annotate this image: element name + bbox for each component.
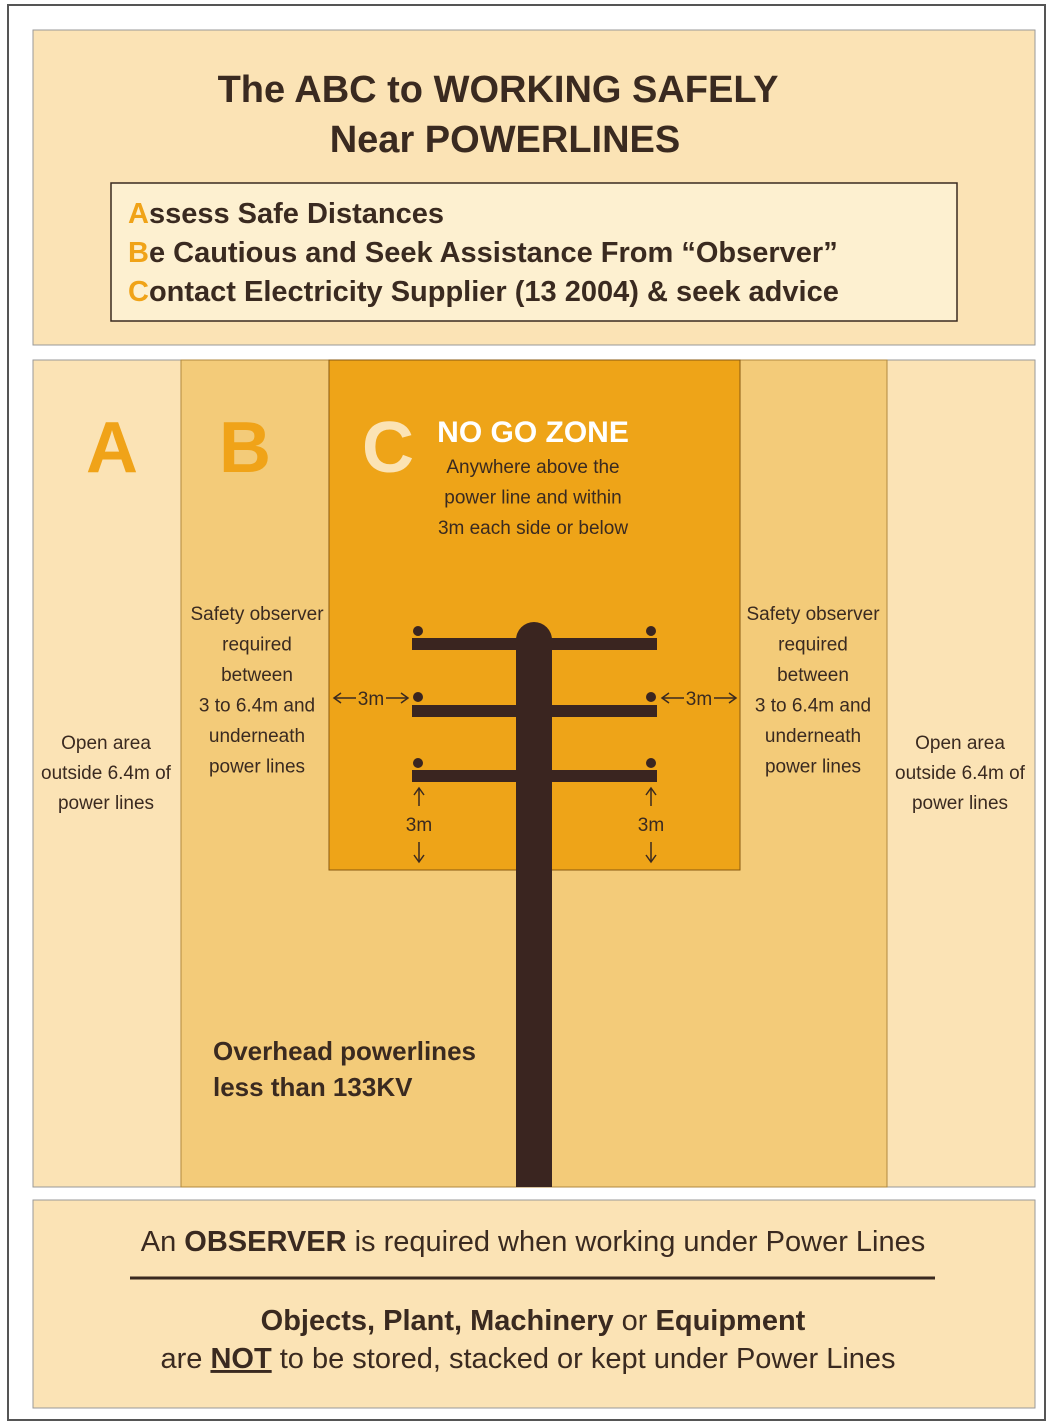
emphasis: OBSERVER xyxy=(184,1226,346,1258)
pole-label: less than 133KV xyxy=(213,1072,413,1102)
pole-label: Overhead powerlines xyxy=(213,1036,476,1066)
zone-description: power lines xyxy=(209,757,305,778)
zone-description: required xyxy=(222,635,292,656)
step-letter: B xyxy=(128,237,149,269)
step: Be Cautious and Seek Assistance From “Ob… xyxy=(128,237,838,269)
zone-letter: A xyxy=(86,408,138,488)
emphasis: Equipment xyxy=(656,1305,806,1337)
zone-description: underneath xyxy=(209,726,305,747)
zone-description: outside 6.4m of xyxy=(895,763,1026,784)
zone-description: Anywhere above the xyxy=(446,457,619,478)
zone-description: power line and within xyxy=(444,488,621,509)
clearance-label: 3m xyxy=(686,689,712,710)
text: or xyxy=(622,1305,648,1337)
clearance-label: 3m xyxy=(638,815,664,836)
footer-line: An OBSERVER is required when working und… xyxy=(141,1226,925,1258)
title: Near POWERLINES xyxy=(330,119,681,161)
text: An xyxy=(141,1226,176,1258)
zone-description: 3m each side or below xyxy=(438,518,628,539)
zone-description: power lines xyxy=(765,757,861,778)
pole xyxy=(516,640,552,1187)
zone-description: required xyxy=(778,635,848,656)
step-text: ssess Safe Distances xyxy=(149,198,444,230)
zone-description: Safety observer xyxy=(746,604,880,625)
clearance-label: 3m xyxy=(406,815,432,836)
zone-description: Open area xyxy=(915,733,1005,754)
poster: The ABC to WORKING SAFELY Near POWERLINE… xyxy=(0,0,1053,1425)
no-go-title: NO GO ZONE xyxy=(437,416,629,449)
step-text: ontact Electricity Supplier (13 2004) & … xyxy=(149,276,839,308)
zone-description: power lines xyxy=(58,793,154,814)
zone-description: 3 to 6.4m and xyxy=(755,696,871,717)
zone-description: underneath xyxy=(765,726,861,747)
zone-letter: B xyxy=(219,408,271,488)
clearance-label: 3m xyxy=(358,689,384,710)
step-text: e Cautious and Seek Assistance From “Obs… xyxy=(149,237,838,269)
zone-description: between xyxy=(777,665,849,686)
step: Contact Electricity Supplier (13 2004) &… xyxy=(128,276,839,308)
zone-description: Safety observer xyxy=(190,604,324,625)
emphasis: NOT xyxy=(210,1343,272,1375)
zone-description: between xyxy=(221,665,293,686)
text: to be stored, stacked or kept under Powe… xyxy=(280,1343,896,1375)
step-letter: A xyxy=(128,198,149,230)
zone-letter: C xyxy=(362,408,414,488)
footer-line: are NOT to be stored, stacked or kept un… xyxy=(160,1343,895,1375)
zone-description: 3 to 6.4m and xyxy=(199,696,315,717)
zone-description: outside 6.4m of xyxy=(41,763,172,784)
zone-description: power lines xyxy=(912,793,1008,814)
title: The ABC to WORKING SAFELY xyxy=(218,69,779,111)
step: Assess Safe Distances xyxy=(128,198,444,230)
zone-description: Open area xyxy=(61,733,151,754)
footer-line: Objects, Plant, Machinery or Equipment xyxy=(261,1305,806,1337)
emphasis: Objects, Plant, Machinery xyxy=(261,1305,614,1337)
step-letter: C xyxy=(128,276,149,308)
text: is required when working under Power Lin… xyxy=(355,1226,926,1258)
text: are xyxy=(160,1343,202,1375)
